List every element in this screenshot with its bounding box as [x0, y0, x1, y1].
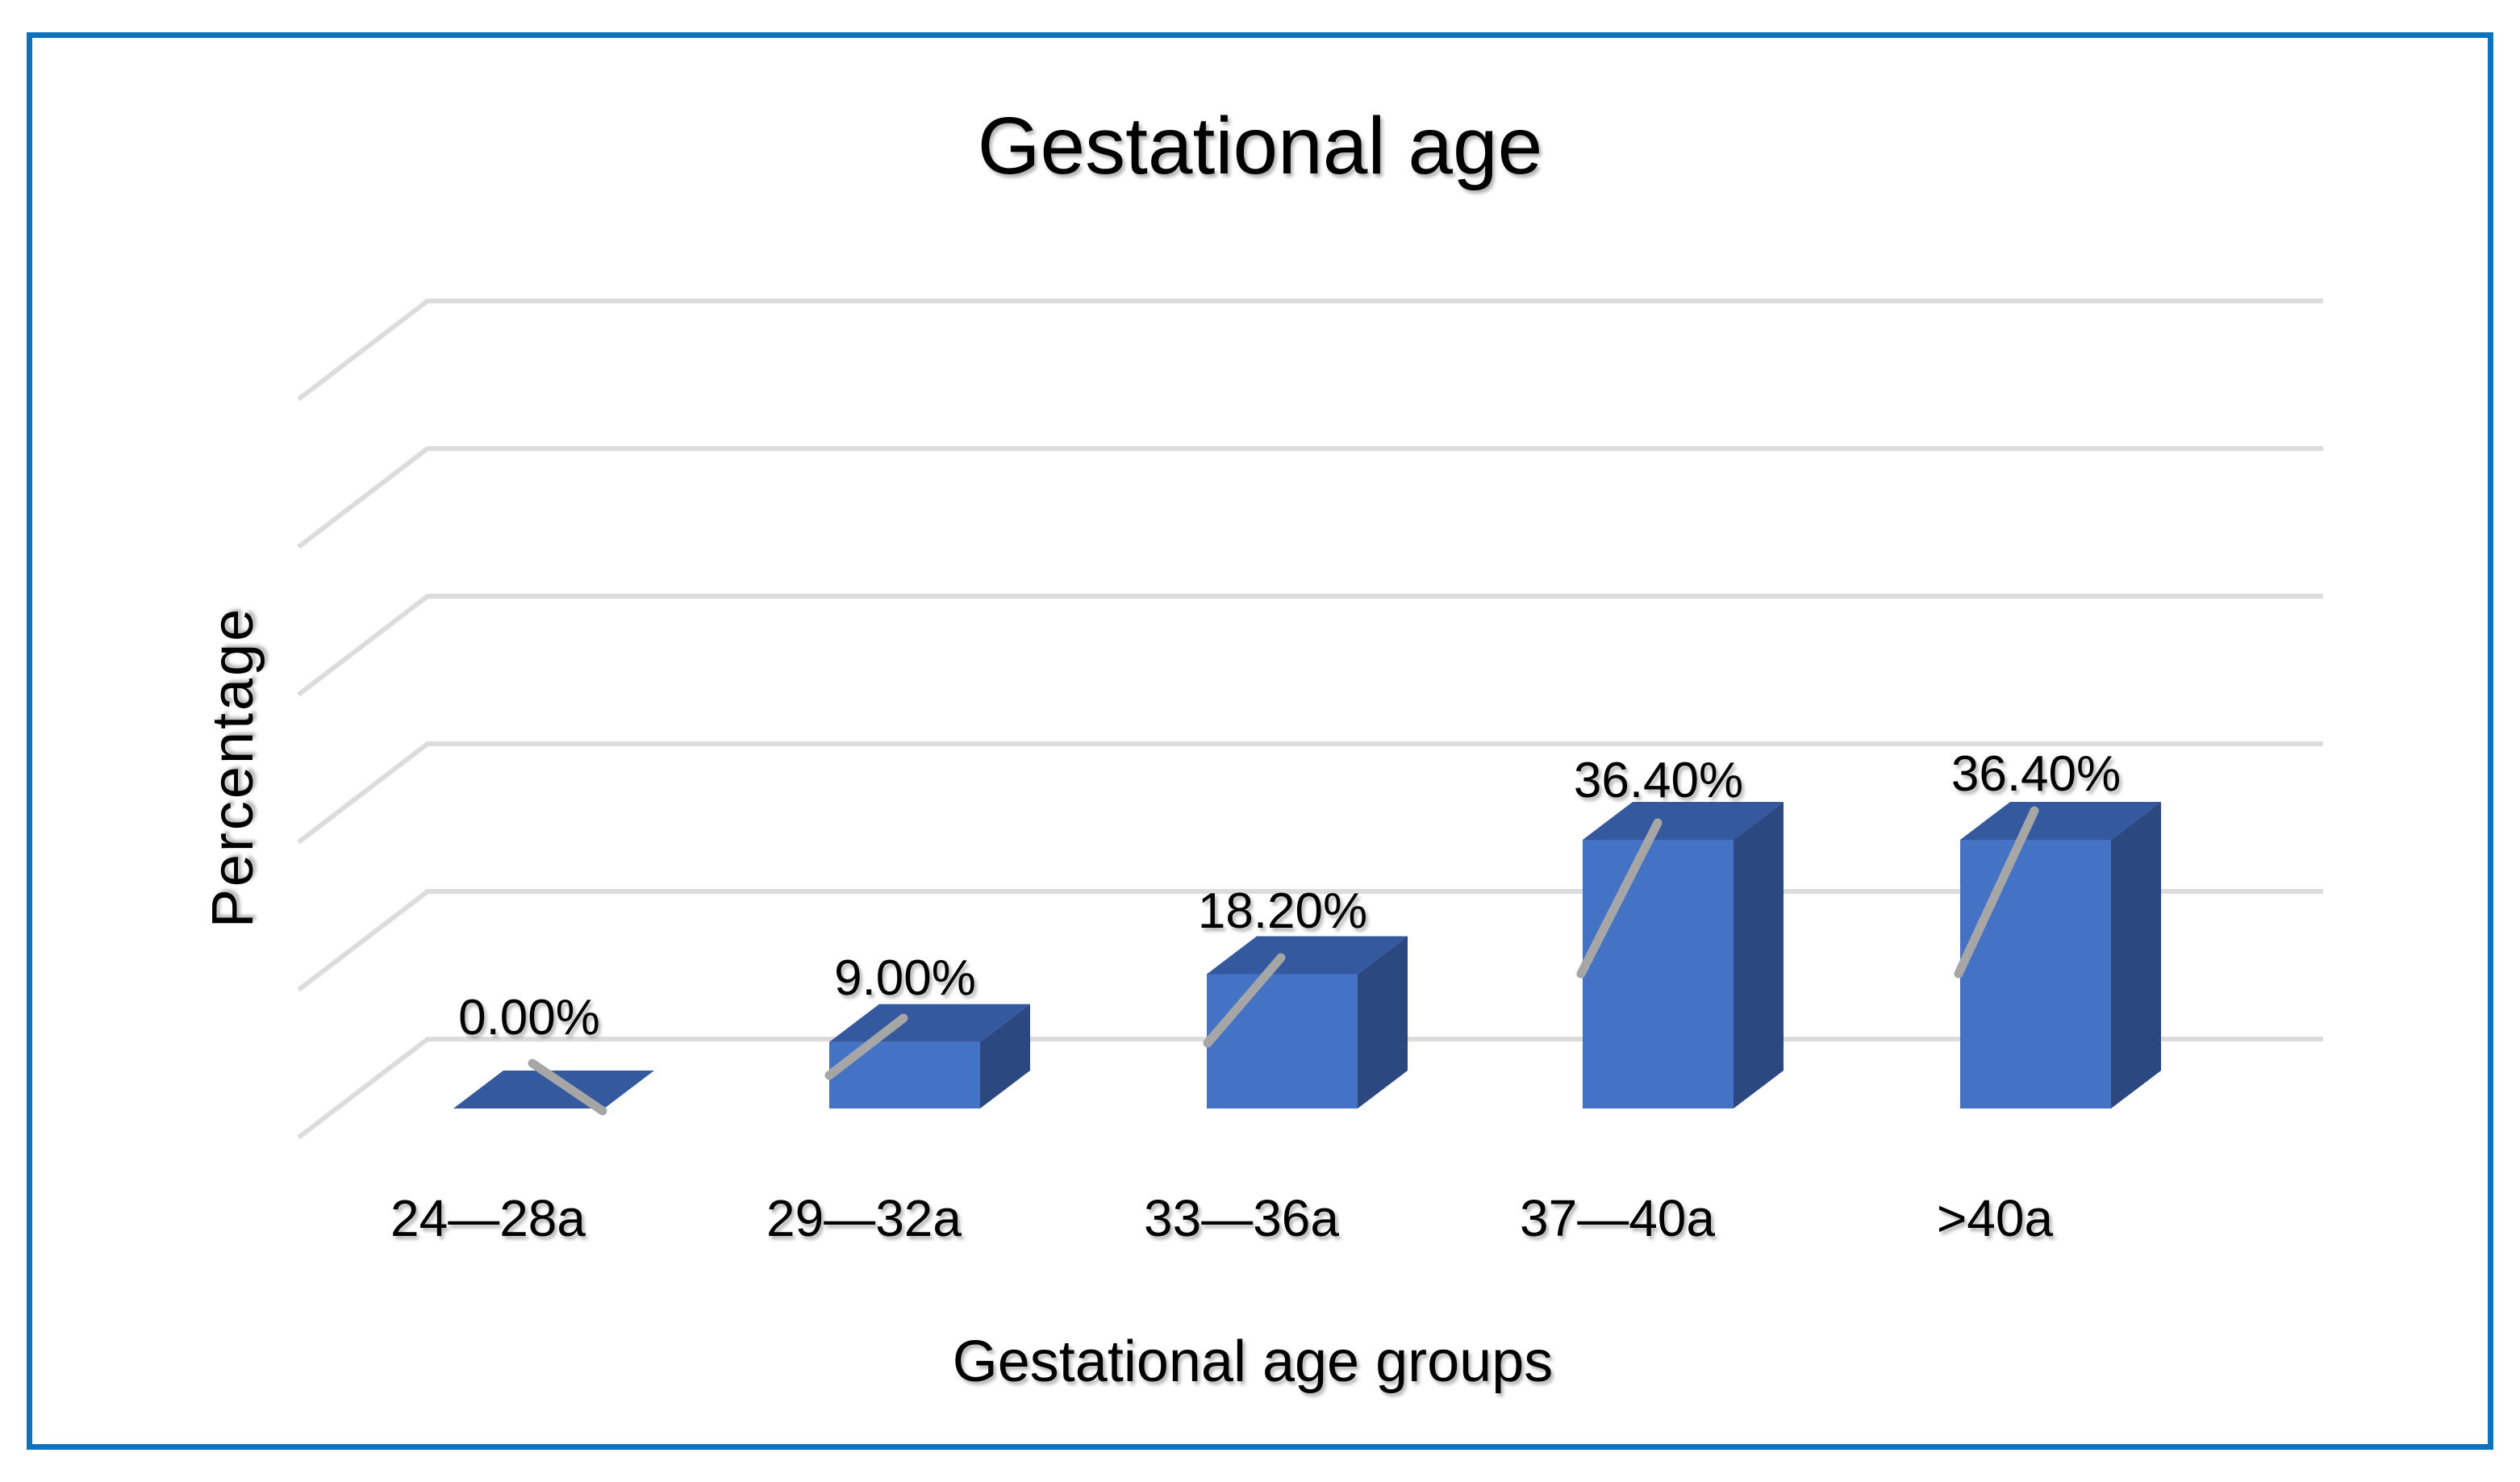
- bar-flat-top-face: [453, 1071, 654, 1108]
- leader-line: [1576, 818, 1663, 979]
- bar-front-face: [1583, 839, 1734, 1108]
- leader-line: [528, 1058, 607, 1116]
- bars-layer: [453, 801, 2161, 1108]
- bar-side-face: [2111, 801, 2161, 1108]
- leader-line: [824, 1013, 908, 1080]
- gridline: [297, 594, 2323, 697]
- chart-title: Gestational age: [978, 101, 1543, 191]
- value-label: 36.40%: [1574, 753, 1743, 808]
- bar-top-face: [1960, 801, 2161, 840]
- bar-front-face: [829, 1042, 980, 1108]
- category-label: 24—28a: [390, 1189, 586, 1247]
- category-label: 33—36a: [1144, 1189, 1339, 1247]
- gridline: [297, 446, 2323, 549]
- bar-top-face: [1207, 936, 1408, 975]
- value-label: 18.20%: [1198, 883, 1367, 939]
- value-label: 0.00%: [458, 990, 600, 1046]
- leader-line: [1203, 953, 1286, 1048]
- bar-front-face: [1207, 974, 1358, 1108]
- bar-side-face: [1734, 801, 1784, 1108]
- labels-layer: 0.00% 9.00% 18.20% 36.40% 36.40% 24—28a 29—32a…: [390, 746, 2121, 1247]
- bar-top-face: [1583, 801, 1784, 840]
- x-axis-title: Gestational age groups: [953, 1330, 1554, 1394]
- category-label: >40a: [1937, 1189, 2054, 1247]
- gridline: [297, 298, 2323, 402]
- value-label: 9.00%: [834, 950, 976, 1006]
- leader-line: [1954, 806, 2039, 979]
- bar-side-face: [980, 1004, 1030, 1108]
- bar-front-face: [1960, 839, 2111, 1108]
- category-label: 29—32a: [766, 1189, 962, 1247]
- gridline: [297, 741, 2323, 845]
- leader-lines-layer: [528, 806, 2039, 1116]
- bar-side-face: [1358, 936, 1408, 1108]
- category-label: 37—40a: [1520, 1189, 1715, 1247]
- value-label: 36.40%: [1951, 746, 2121, 802]
- y-axis-title: Percentage: [201, 607, 265, 928]
